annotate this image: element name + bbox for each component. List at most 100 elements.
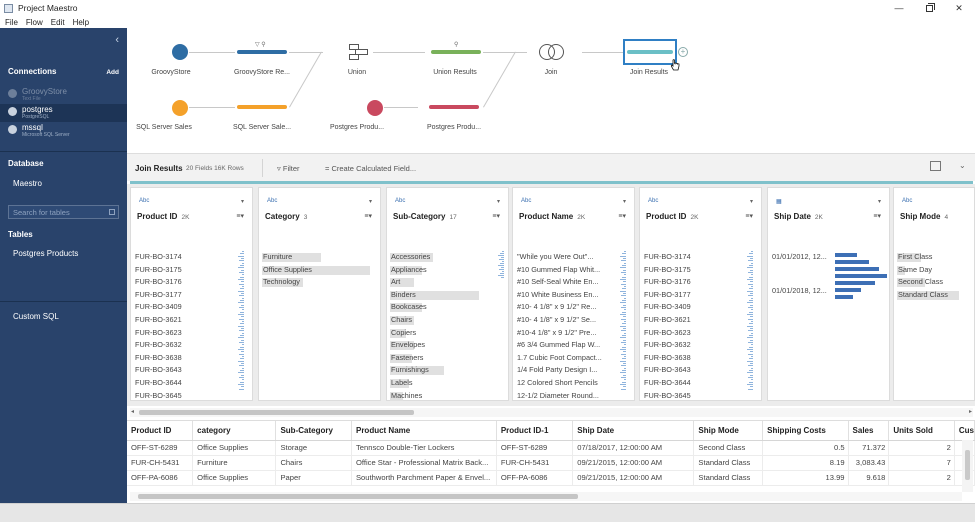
scroll-thumb[interactable]	[138, 494, 578, 499]
value-item[interactable]: FUR-BO-3621	[134, 314, 244, 327]
column-header[interactable]: Cus	[954, 421, 975, 441]
sort-icon[interactable]: ≡▾	[618, 213, 626, 220]
add-step-button[interactable]: +	[678, 47, 688, 57]
minimize-button[interactable]: —	[894, 3, 904, 13]
connection-mssql[interactable]: mssql Microsoft SQL Server	[0, 122, 127, 140]
value-item[interactable]: FUR-BO-3409	[643, 301, 753, 314]
sort-icon[interactable]: ≡▾	[364, 213, 372, 220]
profile-card[interactable]: Abc ▾ Product ID 2K ≡▾ FUR-BO-3174 FUR-BO-3175…	[639, 187, 762, 401]
value-item[interactable]: Copiers	[390, 327, 500, 340]
value-item[interactable]: 1.7 Cubic Foot Compact...	[516, 352, 626, 365]
value-item[interactable]: Art	[390, 276, 500, 289]
scroll-thumb[interactable]	[139, 410, 414, 415]
value-item[interactable]: Furniture	[262, 251, 372, 264]
value-item[interactable]: Appliances	[390, 264, 500, 277]
date-histogram-bar[interactable]	[835, 274, 887, 278]
menu-help[interactable]: Help	[72, 17, 90, 27]
connection-postgres[interactable]: postgres PostgreSQL	[0, 104, 127, 122]
scroll-right-icon[interactable]: ▸	[968, 409, 972, 415]
value-item[interactable]: FUR-BO-3643	[643, 364, 753, 377]
column-header[interactable]: Sales	[848, 421, 890, 441]
column-header[interactable]: category	[192, 421, 277, 441]
scroll-thumb[interactable]	[965, 450, 970, 480]
value-item[interactable]: FUR-BO-3645	[134, 390, 244, 403]
table-row[interactable]: OFF-ST-6289 Office Supplies Storage Tennsco…	[127, 440, 975, 456]
column-header[interactable]: Ship Mode	[693, 421, 764, 441]
input-node-groovystore[interactable]	[172, 44, 188, 60]
value-item[interactable]: Technology	[262, 276, 372, 289]
value-item[interactable]: Labels	[390, 377, 500, 390]
value-item[interactable]: FUR-BO-3632	[134, 339, 244, 352]
date-histogram-bar[interactable]	[835, 281, 875, 285]
custom-sql-link[interactable]: Custom SQL	[13, 312, 59, 321]
table-row[interactable]: FUR-CH-5431 Furniture Chairs Office Star - …	[127, 455, 975, 471]
field-menu-icon[interactable]: ▾	[749, 199, 753, 205]
sort-icon[interactable]: ≡▾	[236, 213, 244, 220]
value-item[interactable]: FUR-BO-3638	[134, 352, 244, 365]
value-item[interactable]: FUR-BO-3177	[643, 289, 753, 302]
value-item[interactable]: #10-4 1/8" x 9 1/2" Pre...	[516, 327, 626, 340]
value-item[interactable]: Machines	[390, 390, 500, 403]
table-search[interactable]: Search for tables	[8, 205, 119, 219]
value-item[interactable]: FUR-BO-3645	[643, 390, 753, 403]
value-item[interactable]: "While you Were Out"...	[516, 251, 626, 264]
collapse-sidebar-icon[interactable]: ‹	[115, 34, 119, 46]
value-item[interactable]: Same Day	[897, 264, 975, 277]
value-item[interactable]: Bookcases	[390, 301, 500, 314]
profile-card[interactable]: ▦ ▾ Ship Date 2K ≡▾ 01/01/2012, 12... 01/01/20…	[767, 187, 890, 401]
column-header[interactable]: Product ID-1	[496, 421, 574, 441]
value-item[interactable]: 12 Colored Short Pencils	[516, 377, 626, 390]
value-item[interactable]: Office Supplies	[262, 264, 372, 277]
value-item[interactable]: Second Class	[897, 276, 975, 289]
value-item[interactable]: #10- 4 1/8" x 9 1/2" Se...	[516, 314, 626, 327]
create-calculated-field-button[interactable]: = Create Calculated Field...	[325, 164, 416, 173]
column-header[interactable]: Product Name	[351, 421, 497, 441]
step-node-groovystore-rename[interactable]	[237, 50, 287, 54]
field-menu-icon[interactable]: ▾	[368, 199, 372, 205]
search-input[interactable]: Search for tables	[13, 208, 70, 217]
value-item[interactable]: #10 White Business En...	[516, 289, 626, 302]
grid-horizontal-scrollbar[interactable]	[130, 492, 962, 501]
value-item[interactable]: FUR-BO-3638	[643, 352, 753, 365]
value-item[interactable]: 01/01/2018, 12...	[771, 285, 881, 298]
sort-icon[interactable]: ≡▾	[745, 213, 753, 220]
date-histogram-bar[interactable]	[835, 288, 861, 292]
step-node-sql-server-sales[interactable]	[237, 105, 287, 109]
field-menu-icon[interactable]: ▾	[622, 199, 626, 205]
value-item[interactable]: Chairs	[390, 314, 500, 327]
flow-canvas[interactable]: GroovyStore ▽ ⚲ GroovyStore Re... SQL Se…	[127, 28, 975, 153]
value-item[interactable]: FUR-BO-3623	[643, 327, 753, 340]
step-node-join-results[interactable]	[627, 50, 673, 54]
column-header[interactable]: Sub-Category	[275, 421, 352, 441]
date-histogram-bar[interactable]	[835, 267, 879, 271]
sort-icon[interactable]: ≡▾	[873, 213, 881, 220]
value-item[interactable]: #10 Self-Seal White En...	[516, 276, 626, 289]
profile-card[interactable]: Abc ▾ Sub-Category 17 ≡▾ Accessories Appliance…	[386, 187, 509, 401]
field-menu-icon[interactable]: ▾	[240, 199, 244, 205]
layout-toggle-icon[interactable]	[930, 161, 941, 171]
value-item[interactable]: FUR-BO-3644	[643, 377, 753, 390]
profile-card[interactable]: Abc ▾ Category 3 ≡▾ Furniture Office Supplies T…	[258, 187, 381, 401]
column-header[interactable]: Shipping Costs	[762, 421, 849, 441]
value-item[interactable]: Standard Class	[897, 289, 975, 302]
scroll-left-icon[interactable]: ◂	[131, 409, 135, 415]
column-header[interactable]: Product ID	[127, 421, 194, 441]
step-node-postgres-products[interactable]	[429, 105, 479, 109]
value-item[interactable]: FUR-BO-3177	[134, 289, 244, 302]
database-selector[interactable]: Maestro	[13, 179, 42, 188]
value-item[interactable]: FUR-BO-3174	[643, 251, 753, 264]
column-header[interactable]: Ship Date	[572, 421, 695, 441]
value-item[interactable]: 01/01/2012, 12...	[771, 251, 881, 264]
value-item[interactable]: 1/4 Fold Party Design I...	[516, 364, 626, 377]
value-item[interactable]: Fasteners	[390, 352, 500, 365]
value-item[interactable]: FUR-BO-3174	[134, 251, 244, 264]
profile-horizontal-scrollbar[interactable]: ◂ ▸	[130, 408, 973, 417]
field-menu-icon[interactable]: ▾	[877, 199, 881, 205]
profile-card[interactable]: Abc ▾ Product ID 2K ≡▾ FUR-BO-3174 FUR-BO-3175…	[130, 187, 253, 401]
profile-card[interactable]: Abc Ship Mode 4 First Class Same Day Second C…	[893, 187, 975, 401]
menu-edit[interactable]: Edit	[50, 17, 65, 27]
value-item[interactable]: Accessories	[390, 251, 500, 264]
value-item[interactable]: FUR-BO-3621	[643, 314, 753, 327]
value-item[interactable]: FUR-BO-3175	[134, 264, 244, 277]
maximize-button[interactable]	[914, 0, 944, 16]
